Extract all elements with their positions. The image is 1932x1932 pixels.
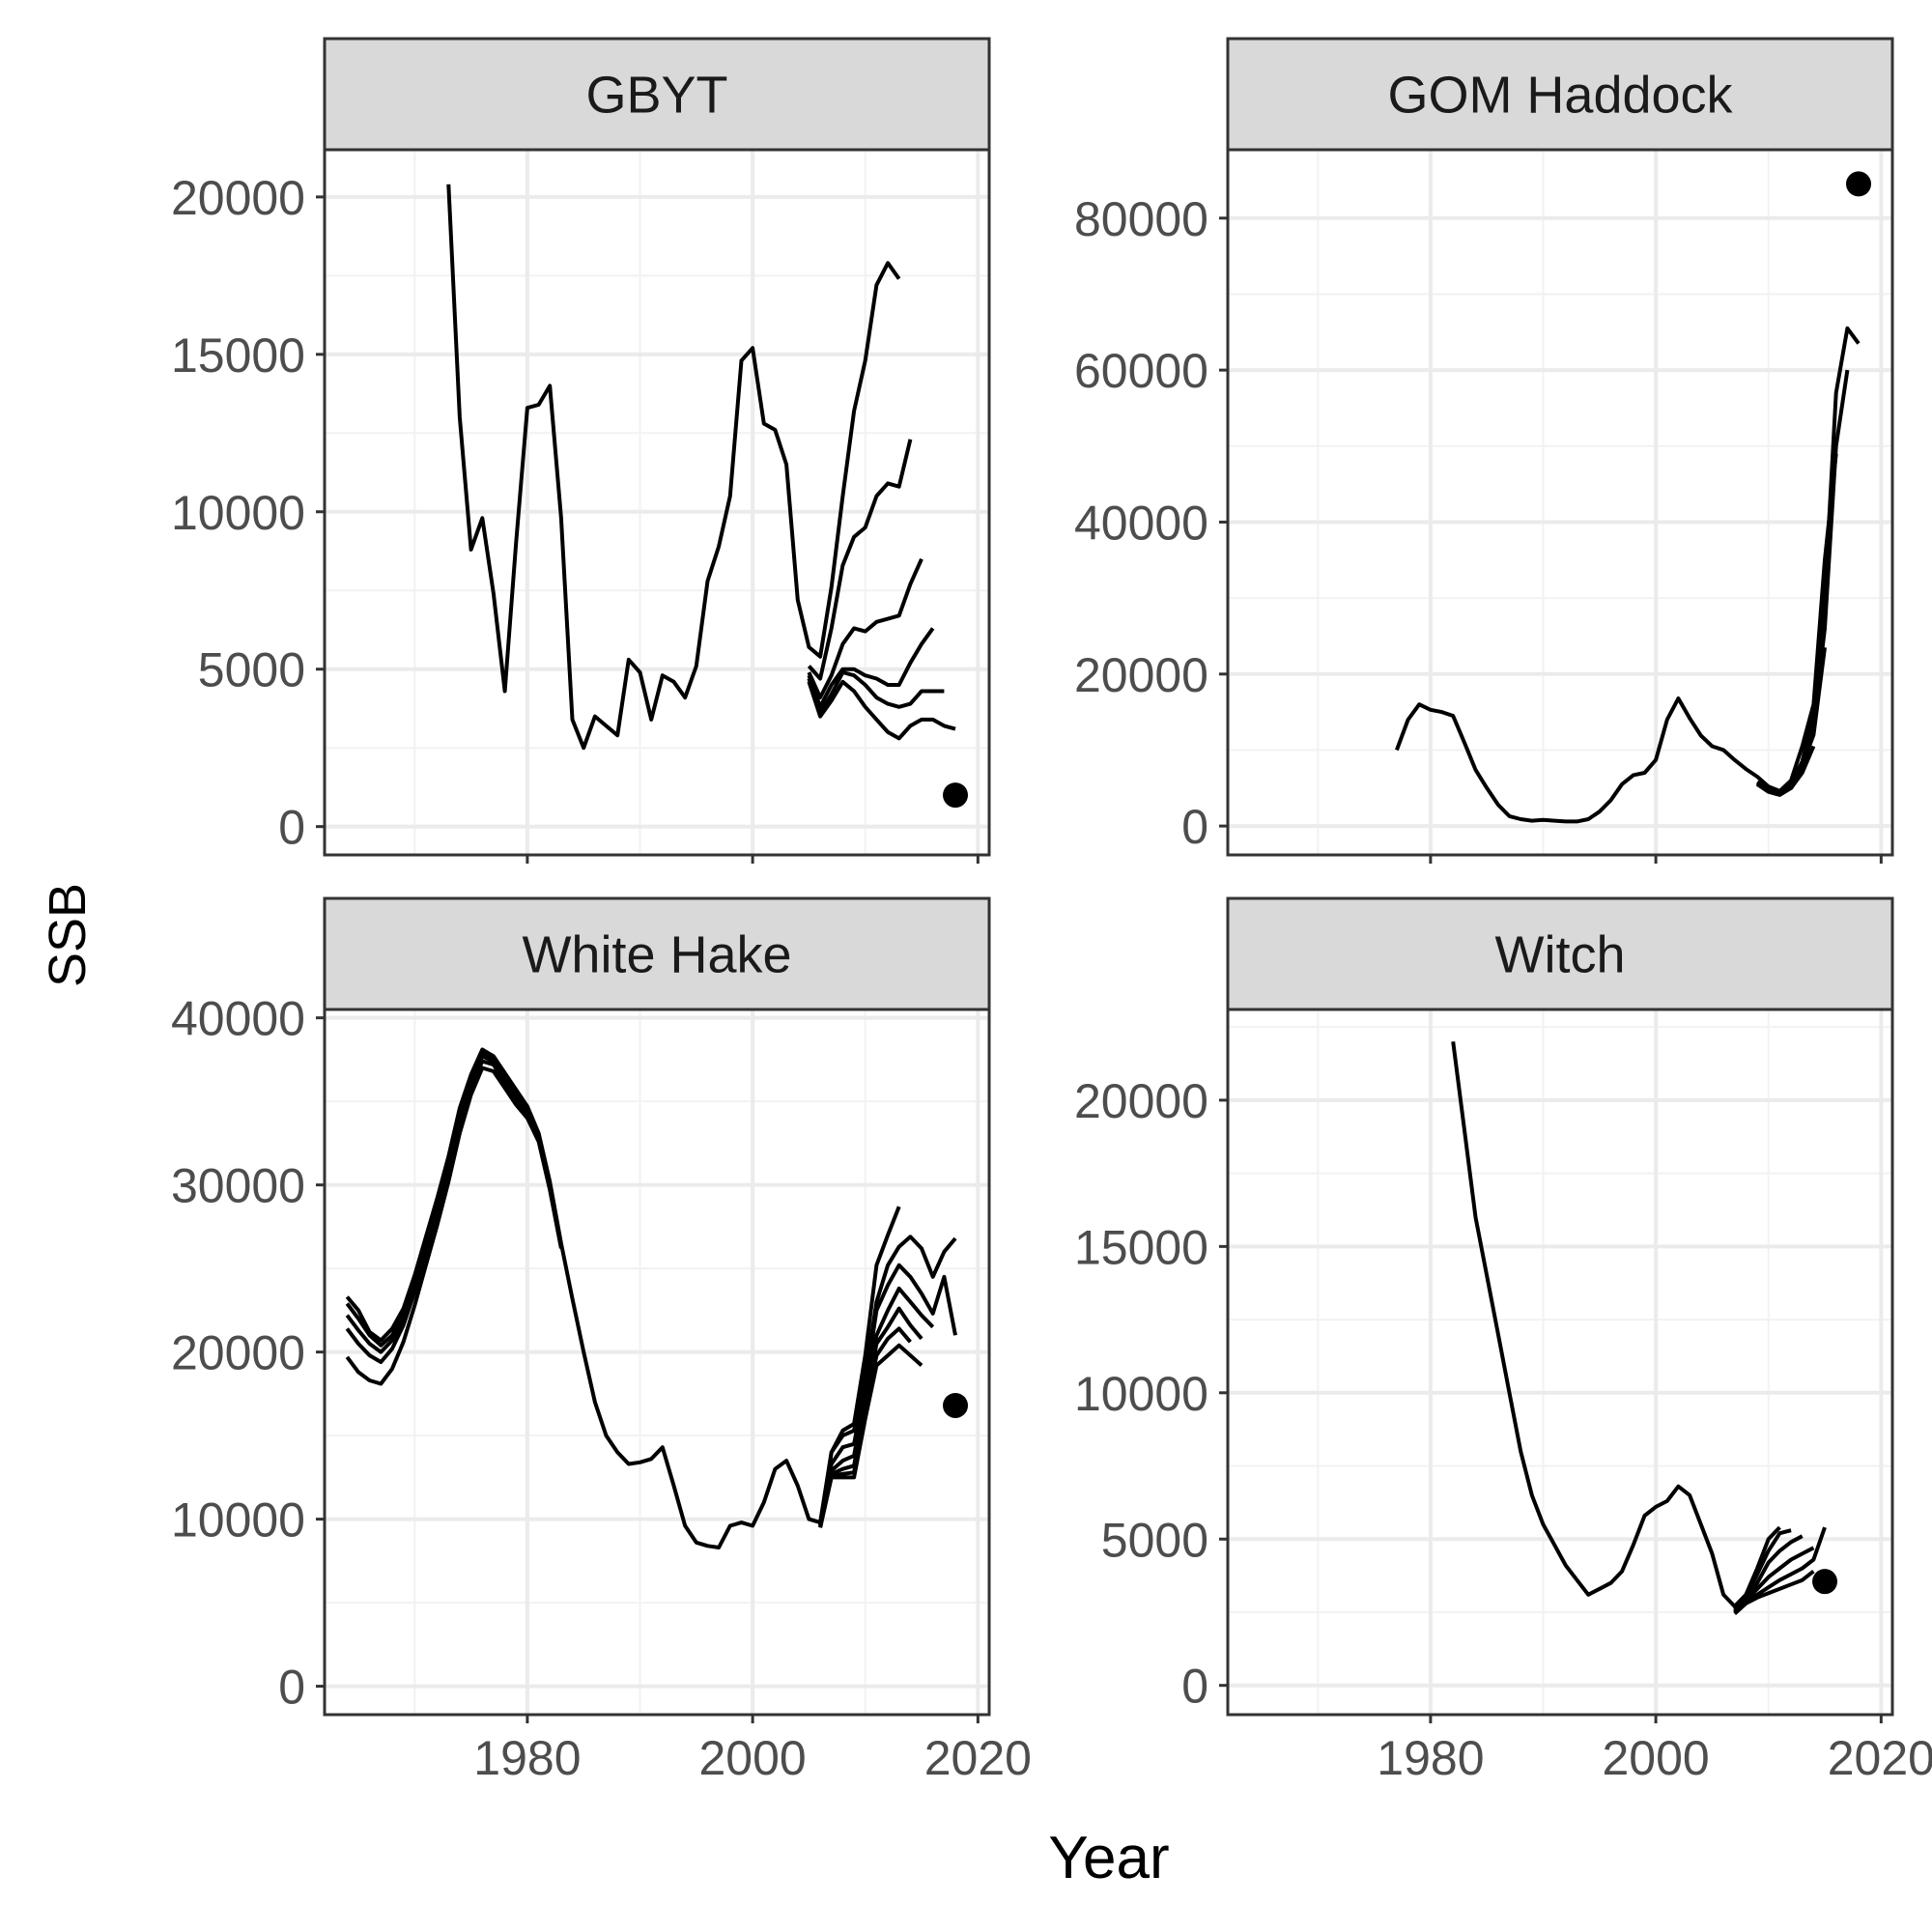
y-tick-label: 20000 [171,171,305,225]
y-tick-label: 60000 [1074,344,1208,398]
facet-title: GOM Haddock [1387,67,1733,125]
series-line-10 [818,1343,923,1528]
facet-title: White Hake [522,926,791,984]
plot-background [325,1009,989,1715]
data-point [1846,171,1872,197]
x-tick-label: 2000 [1603,1731,1710,1785]
series-line-1 [807,439,913,681]
series-line-6 [818,1263,957,1526]
panel-witch: Witch 0 5000 10000 15000 20000 1980 2000 2020 [1074,896,1932,1785]
series-line-7 [818,1286,935,1526]
y-tick-label: 10000 [171,1493,305,1548]
panel-white-hake: White Hake 0 10000 20000 30000 40000 1980 2000 2… [171,896,1032,1785]
x-tick-label: 1980 [473,1731,581,1785]
series-line-4 [1755,745,1816,797]
y-tick-label: 20000 [1074,1074,1208,1128]
panel-gom-haddock: GOM Haddock 0 20000 40000 60000 80000 [1074,37,1894,864]
plot-background [325,150,989,855]
data-point [943,1392,969,1418]
y-tick-label: 80000 [1074,192,1208,246]
facet-title: Witch [1495,926,1626,984]
series-line-3 [807,627,935,709]
series-line-0 [1451,1041,1781,1608]
facet-title: GBYT [585,67,727,125]
x-axis-title: Year [1048,1825,1169,1891]
facet-strip [1226,896,1894,1011]
y-tick-label: 0 [278,1661,305,1715]
series-line-2 [807,557,923,700]
plot-background [1228,1009,1892,1715]
x-tick-label: 2020 [1828,1731,1932,1785]
y-tick-label: 15000 [1074,1220,1208,1274]
series-line-5 [1733,1570,1815,1615]
series-line-0 [446,184,901,751]
data-point [1812,1569,1838,1595]
y-tick-label: 10000 [1074,1367,1208,1421]
facet-strip [323,37,991,152]
y-tick-label: 0 [1181,1660,1208,1714]
facet-strip [323,896,991,1011]
y-tick-label: 10000 [171,486,305,540]
y-tick-label: 40000 [171,992,305,1046]
y-tick-label: 40000 [1074,496,1208,550]
y-tick-label: 5000 [1101,1513,1208,1567]
series-line-3 [345,1059,563,1364]
series-line-5 [807,679,956,741]
series-line-4 [807,670,945,716]
x-tick-label: 1980 [1377,1731,1484,1785]
y-tick-label: 0 [1181,800,1208,854]
y-tick-label: 5000 [198,643,305,697]
y-tick-label: 20000 [1074,648,1208,702]
data-point [943,782,969,809]
y-tick-label: 30000 [171,1159,305,1213]
facet-strip [1226,37,1894,152]
series-line-4 [345,1065,563,1386]
y-axis-title: SSB [39,883,97,987]
y-tick-label: 15000 [171,328,305,383]
plot-background [1228,150,1892,855]
series-line-8 [818,1306,923,1526]
panel-gbyt: GBYT 0 5000 10000 15000 20000 [171,37,991,864]
series-line-5 [818,1235,957,1525]
x-tick-label: 2000 [699,1731,807,1785]
x-tick-label: 2020 [924,1731,1032,1785]
y-tick-label: 20000 [171,1326,305,1380]
y-tick-label: 0 [278,801,305,855]
